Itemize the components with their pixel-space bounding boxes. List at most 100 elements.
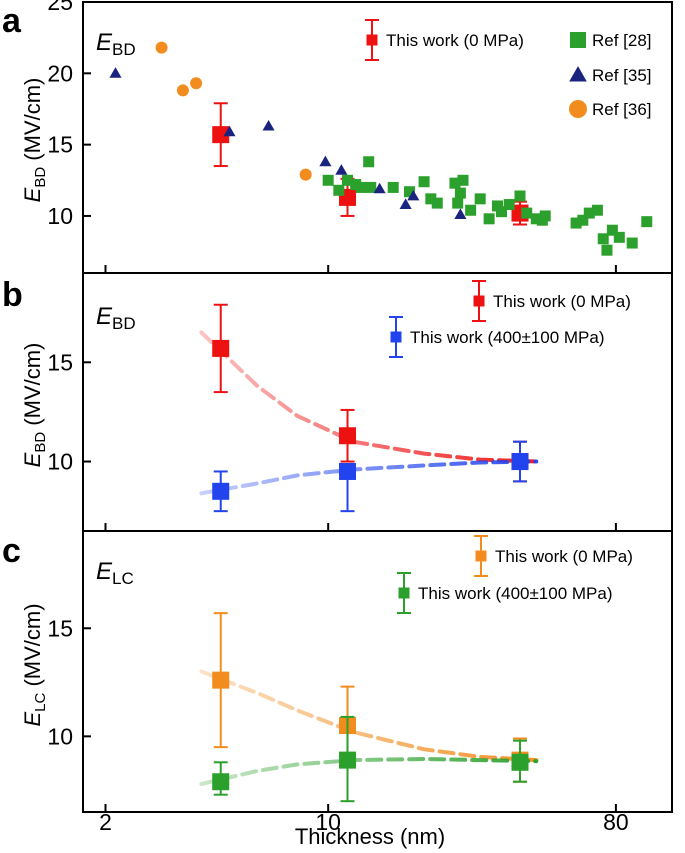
panel-b-label: EBD xyxy=(96,303,136,333)
panel-c-label: ELC xyxy=(96,558,134,588)
panel-c-frame xyxy=(82,530,673,813)
panel-a-point-2-4 xyxy=(335,164,348,175)
panel-b-point-0-0 xyxy=(212,339,230,357)
panel-a-point-1-34 xyxy=(613,231,625,243)
panel-a-point-1-18 xyxy=(483,213,495,225)
panel-a-legend-marker-0 xyxy=(366,34,378,46)
panel-b-legend-marker-1 xyxy=(390,331,402,343)
panel-a-point-1-14 xyxy=(454,187,466,199)
panel-a-point-1-28 xyxy=(577,214,589,226)
panel-b-frame xyxy=(82,272,673,532)
panel-a-point-1-19 xyxy=(492,200,504,212)
panel-b-plot-area xyxy=(199,303,539,513)
panel-a-point-2-5 xyxy=(373,182,386,194)
x-axis-label: Thickness (nm) xyxy=(295,824,445,849)
panel-a-point-1-35 xyxy=(626,237,638,249)
panel-c-ytick-label-1: 15 xyxy=(47,615,73,641)
panel-c-ytick-label-0: 10 xyxy=(47,723,73,749)
panel-a-legend-label-3: Ref [36] xyxy=(592,100,652,119)
panel-a-point-1-26 xyxy=(539,210,551,222)
panel-a-ytick-label-3: 25 xyxy=(47,0,73,15)
panel-a-point-0-0 xyxy=(212,126,230,144)
panel-a-point-1-3 xyxy=(350,179,362,191)
panel-b-point-1-1 xyxy=(339,462,357,480)
panel-a-ytick-label-0: 10 xyxy=(47,203,73,229)
panel-b-ytick-label-0: 10 xyxy=(47,449,73,475)
panel-c-legend-marker-0 xyxy=(475,550,487,562)
panel-a-point-1-4 xyxy=(355,181,367,193)
panel-a-point-1-11 xyxy=(431,197,443,209)
panel-b-legend-label-0: This work (0 MPa) xyxy=(493,292,631,311)
panel-a-point-1-15 xyxy=(457,174,469,186)
panel-c-fit-curve-0 xyxy=(199,669,539,763)
panel-a-legend-item-2: Ref [35] xyxy=(569,66,652,85)
panel-c-legend-item-1: This work (400±100 MPa) xyxy=(397,572,613,614)
panel-b-fit-curve-0 xyxy=(199,330,539,464)
panel-a-ytick-label-1: 15 xyxy=(47,132,73,158)
panel-a-point-2-6 xyxy=(399,198,412,209)
panel-b-legend-marker-0 xyxy=(473,295,485,307)
panel-a-point-1-33 xyxy=(606,224,618,236)
panel-a-point-1-17 xyxy=(474,193,486,205)
panel-c-plot-area xyxy=(199,612,539,803)
panel-a-legend-marker-1 xyxy=(570,32,586,48)
panel-a-legend-item-3: Ref [36] xyxy=(569,100,652,119)
panel-a-point-3-3 xyxy=(299,168,312,181)
panel-a-point-3-2 xyxy=(190,77,203,90)
panel-a-point-1-16 xyxy=(465,204,477,216)
panel-c-letter: c xyxy=(2,532,21,570)
panel-a-point-2-0 xyxy=(109,67,122,78)
panel-c-legend-label-0: This work (0 MPa) xyxy=(495,547,633,566)
panel-b-ytick-label-1: 15 xyxy=(47,349,73,375)
panel-a-point-1-13 xyxy=(452,197,464,209)
panel-a-point-2-1 xyxy=(223,125,236,137)
panel-a-point-2-2 xyxy=(262,119,275,131)
panel-a-point-3-0 xyxy=(155,41,168,54)
x-tick-label-0: 2 xyxy=(99,809,112,835)
panel-a-legend-label-0: This work (0 MPa) xyxy=(386,31,524,50)
panel-a-point-1-1 xyxy=(333,184,345,196)
panel-a-legend-label-2: Ref [35] xyxy=(592,66,652,85)
panel-a-point-1-5 xyxy=(363,156,375,168)
panel-a-point-2-8 xyxy=(454,208,467,219)
panel-a-plot-area xyxy=(109,41,653,256)
panel-a-legend-label-1: Ref [28] xyxy=(592,31,652,50)
panel-b-legend-label-1: This work (400±100 MPa) xyxy=(410,328,605,347)
panel-c-legend-item-0: This work (0 MPa) xyxy=(474,535,633,577)
panel-a-point-1-22 xyxy=(514,190,526,202)
panel-a-point-2-7 xyxy=(407,189,420,201)
panel-a-legend-item-0: This work (0 MPa) xyxy=(365,19,524,61)
panel-c-legend-marker-1 xyxy=(398,587,410,599)
panel-c-ylabel: ELC (MV/cm) xyxy=(20,603,49,726)
panel-a-point-1-0 xyxy=(322,174,334,186)
x-tick-label-2: 80 xyxy=(603,809,629,835)
panel-b-legend-item-0: This work (0 MPa) xyxy=(472,280,631,322)
panel-c-fit-curve-1 xyxy=(199,756,539,786)
panel-a-label: EBD xyxy=(96,29,136,59)
panel-a-point-1-7 xyxy=(387,181,399,193)
panel-b-legend-item-1: This work (400±100 MPa) xyxy=(389,316,605,358)
panel-c-point-0-0 xyxy=(212,671,230,689)
panel-a-point-1-29 xyxy=(583,207,595,219)
panel-b-letter: b xyxy=(2,276,23,314)
panel-a-letter: a xyxy=(2,2,22,40)
panel-b-fit-curve-1 xyxy=(199,459,539,496)
panel-a-point-1-20 xyxy=(496,206,508,218)
panel-c-legend-label-1: This work (400±100 MPa) xyxy=(418,584,613,603)
panel-a-point-1-23 xyxy=(521,207,533,219)
x-tick-label-1: 10 xyxy=(315,809,341,835)
panel-a-point-1-30 xyxy=(591,204,603,216)
panel-a-point-1-21 xyxy=(503,199,515,211)
panel-c-point-1-0 xyxy=(212,773,230,791)
panel-a-legend-marker-2 xyxy=(569,66,587,82)
panel-a-point-1-36 xyxy=(641,216,653,228)
panel-a-ylabel: EBD (MV/cm) xyxy=(20,78,49,203)
panel-c-point-1-2 xyxy=(511,753,529,771)
panel-a-legend-item-1: Ref [28] xyxy=(570,31,652,50)
panel-a-point-1-32 xyxy=(601,244,613,256)
panel-b-point-1-0 xyxy=(212,482,230,500)
panel-b-point-1-2 xyxy=(511,453,529,471)
panel-b-ylabel: EBD (MV/cm) xyxy=(20,343,49,468)
panel-a-legend-marker-3 xyxy=(569,100,587,118)
